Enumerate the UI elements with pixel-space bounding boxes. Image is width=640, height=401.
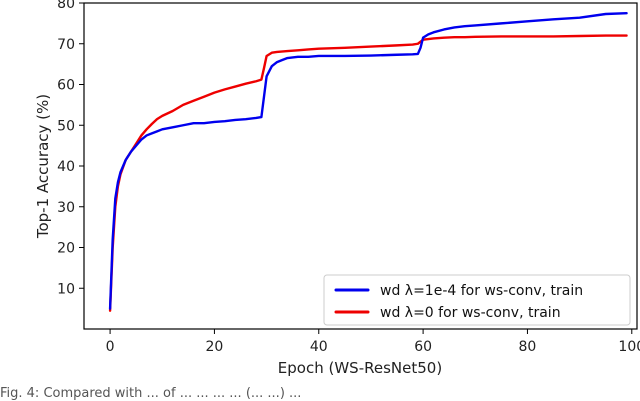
y-tick-label: 30 [57,200,75,216]
legend-label-series-1: wd λ=1e-4 for ws-conv, train [380,283,583,299]
legend-box [323,274,631,326]
legend-label-series-2: wd λ=0 for ws-conv, train [380,305,561,321]
x-axis-ticks: 0 20 40 60 80 100 [106,329,640,355]
x-tick-label: 60 [414,339,432,355]
y-tick-label: 10 [57,281,75,297]
y-tick-label: 70 [57,37,75,53]
accuracy-chart: 0 20 40 60 80 100 10 20 30 40 50 60 70 80 Epoch (WS-… [34,0,640,377]
y-tick-label: 40 [57,159,75,175]
y-tick-label: 60 [57,78,75,94]
legend: wd λ=1e-4 for ws-conv, train wd λ=0 for … [323,274,631,326]
x-axis-title: Epoch (WS-ResNet50) [278,359,442,377]
y-tick-label: 50 [57,118,75,134]
figure-caption: Fig. 4: Compared with ... of ... ... ...… [0,386,302,401]
series-line-2 [108,34,628,312]
series-layer [108,11,628,312]
x-tick-label: 80 [519,339,537,355]
y-axis-title: Top-1 Accuracy (%) [34,94,52,239]
x-tick-label: 40 [310,339,328,355]
x-tick-label: 20 [206,339,224,355]
y-axis-ticks: 10 20 30 40 50 60 70 80 [57,0,84,297]
y-tick-label: 20 [57,241,75,257]
plot-area: 0 20 40 60 80 100 10 20 30 40 50 60 70 80 [57,0,640,355]
x-tick-label: 0 [106,339,115,355]
y-tick-label: 80 [57,0,75,12]
x-tick-label: 100 [618,339,640,355]
series-line-1 [108,11,628,310]
